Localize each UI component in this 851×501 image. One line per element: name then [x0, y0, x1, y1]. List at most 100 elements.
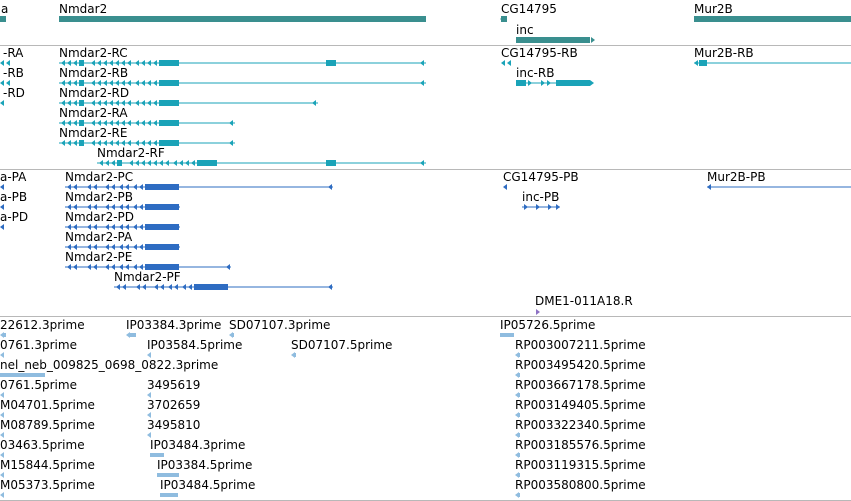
protein-exon — [87, 244, 91, 250]
protein-label-left-pb[interactable]: a-PB — [0, 190, 28, 204]
est-label[interactable]: 3495810 — [147, 418, 201, 432]
protein-label-nmdar2-pc[interactable]: Nmdar2-PC — [65, 170, 134, 184]
transcript-exon — [159, 60, 179, 66]
protein-exon — [93, 224, 97, 230]
transcript-exon — [109, 140, 113, 146]
est-label[interactable]: 0761.3prime — [0, 338, 77, 352]
transcript-label-cg14795-rb[interactable]: CG14795-RB — [501, 46, 578, 60]
transcript-label-nmdar2-re[interactable]: Nmdar2-RE — [59, 126, 128, 140]
est-label[interactable]: 0761.5prime — [0, 378, 77, 392]
transcript-exon — [147, 80, 151, 86]
transcript-label-nmdar2-rc[interactable]: Nmdar2-RC — [59, 46, 128, 60]
protein-label-nmdar2-pe[interactable]: Nmdar2-PE — [65, 250, 133, 264]
est-label[interactable]: 3495619 — [147, 378, 201, 392]
protein-exon — [67, 184, 71, 190]
est-label[interactable]: M05373.5prime — [0, 478, 95, 492]
transcript-exon — [103, 120, 107, 126]
est-glyph — [0, 352, 4, 358]
est-label[interactable]: RP003667178.5prime — [515, 378, 646, 392]
est-label[interactable]: RP003322340.5prime — [515, 418, 646, 432]
transcript-exon — [73, 60, 77, 66]
est-label[interactable]: SD07107.5prime — [291, 338, 393, 352]
transcript-exon — [516, 80, 526, 86]
transcript-label-nmdar2-ra[interactable]: Nmdar2-RA — [59, 106, 128, 120]
transcript-exon — [129, 160, 133, 166]
transcript-label-nmdar2-rd[interactable]: Nmdar2-RD — [59, 86, 130, 100]
est-label[interactable]: 22612.3prime — [0, 318, 85, 332]
protein-label-nmdar2-pb[interactable]: Nmdar2-PB — [65, 190, 134, 204]
protein-exon — [67, 224, 71, 230]
protein-end — [175, 204, 179, 210]
est-label[interactable]: M04701.5prime — [0, 398, 95, 412]
protein-exon — [503, 184, 507, 190]
transcript-end — [229, 140, 233, 146]
est-label[interactable]: nel_neb_009825_0698_0822.3prime — [0, 358, 219, 372]
protein-label-left-pa[interactable]: a-PA — [0, 170, 27, 184]
transcript-exon — [135, 120, 139, 126]
gene-label-left-fragment[interactable]: a — [1, 2, 9, 16]
transcript-label-left-rd[interactable]: -RD — [3, 86, 25, 100]
transcript-exon — [179, 160, 183, 166]
protein-intron — [707, 186, 851, 188]
protein-exon — [67, 264, 71, 270]
protein-exon — [111, 264, 115, 270]
est-label[interactable]: SD07107.3prime — [229, 318, 331, 332]
transcript-exon — [73, 80, 77, 86]
transcript-label-nmdar2-rf[interactable]: Nmdar2-RF — [97, 146, 165, 160]
est-label[interactable]: RP003119315.5prime — [515, 458, 646, 472]
gene-label-mur2b[interactable]: Mur2B — [694, 2, 733, 16]
transcript-label-inc-rb[interactable]: inc-RB — [516, 66, 555, 80]
transcript-exon — [699, 60, 707, 66]
est-label[interactable]: IP03484.3prime — [150, 438, 246, 452]
protein-label-nmdar2-pd[interactable]: Nmdar2-PD — [65, 210, 135, 224]
protein-exon — [125, 204, 129, 210]
transcript-exon — [105, 160, 109, 166]
transcript-end — [420, 80, 424, 86]
protein-end — [226, 264, 230, 270]
est-label[interactable]: M15844.5prime — [0, 458, 95, 472]
est-label[interactable]: IP05726.5prime — [500, 318, 596, 332]
transcript-label-mur2b-rb[interactable]: Mur2B-RB — [694, 46, 754, 60]
transcript-label-left-ra[interactable]: -RA — [3, 46, 24, 60]
est-label[interactable]: RP003007211.5prime — [515, 338, 646, 352]
protein-label-mur2b-pb[interactable]: Mur2B-PB — [707, 170, 766, 184]
transcript-label-left-rb[interactable]: -RB — [3, 66, 24, 80]
transcript-exon — [67, 140, 71, 146]
protein-label-inc-pb[interactable]: inc-PB — [522, 190, 560, 204]
gene-label-inc[interactable]: inc — [516, 23, 534, 37]
est-label[interactable]: 03463.5prime — [0, 438, 85, 452]
est-label[interactable]: IP03384.5prime — [157, 458, 253, 472]
protein-label-nmdar2-pa[interactable]: Nmdar2-PA — [65, 230, 133, 244]
protein-label-nmdar2-pf[interactable]: Nmdar2-PF — [114, 270, 181, 284]
est-label[interactable]: RP003185576.5prime — [515, 438, 646, 452]
oligo-label-dme1[interactable]: DME1-011A18.R — [535, 294, 633, 308]
gene-label-nmdar2[interactable]: Nmdar2 — [59, 2, 108, 16]
protein-label-cg14795-pb[interactable]: CG14795-PB — [503, 170, 579, 184]
gene-label-cg14795[interactable]: CG14795 — [501, 2, 557, 16]
est-label[interactable]: RP003580800.5prime — [515, 478, 646, 492]
transcript-label-nmdar2-rb[interactable]: Nmdar2-RB — [59, 66, 129, 80]
transcript-exon — [141, 60, 145, 66]
est-label[interactable]: IP03384.3prime — [126, 318, 222, 332]
est-label[interactable]: 3702659 — [147, 398, 201, 412]
protein-exon — [160, 284, 164, 290]
protein-exon — [93, 204, 97, 210]
transcript-exon — [326, 160, 336, 166]
protein-exon — [73, 264, 77, 270]
protein-exon — [73, 224, 77, 230]
est-glyph — [147, 392, 151, 398]
est-label[interactable]: RP003495420.5prime — [515, 358, 646, 372]
est-glyph — [147, 432, 151, 438]
est-label[interactable]: RP003149405.5prime — [515, 398, 646, 412]
protein-exon — [145, 224, 179, 230]
est-label[interactable]: IP03484.5prime — [160, 478, 256, 492]
est-label[interactable]: IP03584.5prime — [147, 338, 243, 352]
protein-exon — [139, 184, 143, 190]
est-label[interactable]: M08789.5prime — [0, 418, 95, 432]
transcript-exon — [109, 80, 113, 86]
protein-label-left-pd[interactable]: a-PD — [0, 210, 29, 224]
transcript-exon — [0, 80, 4, 86]
transcript-exon — [153, 120, 157, 126]
